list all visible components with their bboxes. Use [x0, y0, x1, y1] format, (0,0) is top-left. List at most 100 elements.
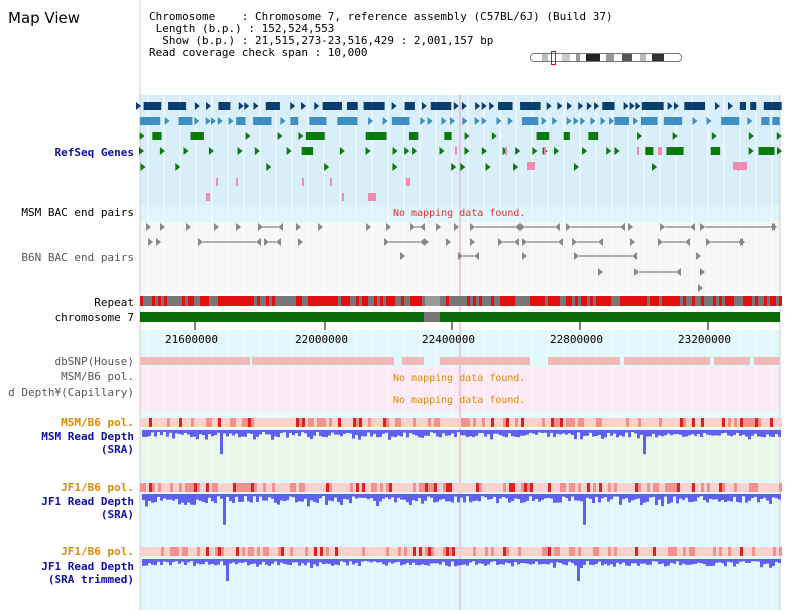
- repeat-segment: [722, 296, 725, 306]
- repeat-segment: [392, 296, 395, 306]
- gene-feature: [140, 117, 161, 125]
- polymorphism-cell: [425, 483, 428, 492]
- polymorphism-cell: [506, 483, 509, 492]
- gene-feature: [580, 117, 586, 125]
- polymorphism-cell: [149, 483, 152, 492]
- depth-bar: [202, 494, 205, 502]
- track-label-jf1-b6-pol-2[interactable]: JF1/B6 pol.: [61, 545, 134, 558]
- depth-bar: [466, 430, 469, 438]
- track-label-dbsnp[interactable]: dbSNP(House): [54, 355, 134, 368]
- polymorphism-cell: [776, 483, 779, 492]
- track-label-msm-b6-pol[interactable]: MSM/B6 pol.: [61, 416, 134, 429]
- gene-feature: [183, 147, 189, 155]
- polymorphism-cell: [302, 547, 305, 556]
- depth-bar: [298, 430, 301, 437]
- depth-bar: [301, 430, 304, 433]
- track-label-chromosome[interactable]: chromosome 7: [54, 311, 134, 324]
- polymorphism-cell: [359, 547, 362, 556]
- depth-bar: [730, 430, 733, 437]
- polymorphism-cell: [611, 418, 614, 427]
- depth-bar: [412, 494, 415, 501]
- polymorphism-cell: [764, 547, 767, 556]
- depth-bar: [382, 494, 385, 499]
- polymorphism-cell: [731, 418, 734, 427]
- track-label-b6n-bac[interactable]: B6N BAC end pairs: [21, 251, 134, 264]
- depth-bar: [391, 430, 394, 437]
- polymorphism-cell: [308, 418, 311, 427]
- polymorphism-cell: [530, 483, 533, 492]
- polymorphism-cell: [428, 483, 431, 492]
- track-label-jf1-read-depth-trimmed-sra[interactable]: (SRA trimmed): [47, 573, 134, 586]
- karyotype-ideogram[interactable]: [530, 51, 682, 65]
- track-label-jf1-read-depth-sra[interactable]: (SRA): [100, 508, 134, 521]
- gene-feature: [168, 102, 187, 110]
- depth-bar: [736, 559, 739, 564]
- bac-end: [400, 252, 405, 260]
- track-label-read-depth-capillary[interactable]: d Depth¥(Capillary): [8, 386, 134, 399]
- polymorphism-cell: [596, 547, 599, 556]
- track-label-msm-read-depth-sra[interactable]: (SRA): [100, 443, 134, 456]
- depth-bar: [484, 559, 487, 566]
- depth-bar: [655, 494, 658, 506]
- track-label-jf1-read-depth[interactable]: JF1 Read Depth: [41, 495, 134, 508]
- depth-bar: [451, 559, 454, 562]
- depth-bar: [613, 430, 616, 434]
- polymorphism-cell: [656, 483, 659, 492]
- depth-bar: [670, 430, 673, 436]
- depth-bar: [742, 559, 745, 562]
- gene-feature: [205, 117, 211, 125]
- polymorphism-cell: [254, 418, 257, 427]
- depth-bar: [742, 494, 745, 497]
- track-label-jf1-read-depth-trimmed[interactable]: JF1 Read Depth: [41, 560, 134, 573]
- repeat-segment: [608, 296, 611, 306]
- polymorphism-cell: [557, 547, 560, 556]
- depth-bar: [595, 494, 598, 498]
- depth-bar: [415, 559, 418, 566]
- track-label-msm-read-depth[interactable]: MSM Read Depth: [41, 430, 134, 443]
- track-label-msm-b6-pol-capillary[interactable]: MSM/B6 pol.: [61, 370, 134, 383]
- polymorphism-cell: [689, 418, 692, 427]
- depth-bar: [169, 494, 172, 500]
- repeat-segment: [677, 296, 680, 306]
- gene-feature: [692, 117, 698, 125]
- depth-bar: [715, 430, 718, 436]
- depth-bar: [457, 494, 460, 503]
- track-label-msm-bac[interactable]: MSM BAC end pairs: [21, 206, 134, 219]
- depth-bar: [604, 430, 607, 438]
- gene-feature: [324, 163, 330, 171]
- polymorphism-cell: [140, 483, 143, 492]
- depth-bar: [538, 559, 541, 565]
- depth-bar: [322, 559, 325, 565]
- gene-feature: [301, 102, 307, 110]
- polymorphism-cell: [407, 483, 410, 492]
- depth-bar: [202, 430, 205, 436]
- polymorphism-cell: [611, 483, 614, 492]
- polymorphism-cell: [311, 418, 314, 427]
- bac-end: [522, 252, 527, 260]
- depth-bar: [574, 494, 577, 501]
- track-label-repeat[interactable]: Repeat: [94, 296, 134, 309]
- repeat-segment: [521, 296, 524, 306]
- depth-bar: [400, 494, 403, 500]
- depth-bar: [379, 494, 382, 502]
- polymorphism-cell: [380, 547, 383, 556]
- gene-feature: [136, 102, 142, 110]
- track-label-jf1-b6-pol[interactable]: JF1/B6 pol.: [61, 481, 134, 494]
- depth-bar: [148, 430, 151, 437]
- repeat-segment: [647, 296, 650, 306]
- repeat-segment: [224, 296, 227, 306]
- depth-bar: [553, 494, 556, 503]
- depth-bar: [346, 559, 349, 566]
- polymorphism-cell: [512, 547, 515, 556]
- polymorphism-cell: [197, 547, 200, 556]
- depth-bar: [565, 559, 568, 566]
- polymorphism-cell: [638, 483, 641, 492]
- gene-feature: [586, 102, 592, 110]
- track-label-refseq[interactable]: RefSeq Genes: [54, 146, 134, 159]
- depth-bar: [769, 430, 772, 437]
- depth-bar: [751, 559, 754, 562]
- polymorphism-cell: [473, 483, 476, 492]
- polymorphism-cell: [488, 418, 491, 427]
- bac-end: [470, 223, 475, 231]
